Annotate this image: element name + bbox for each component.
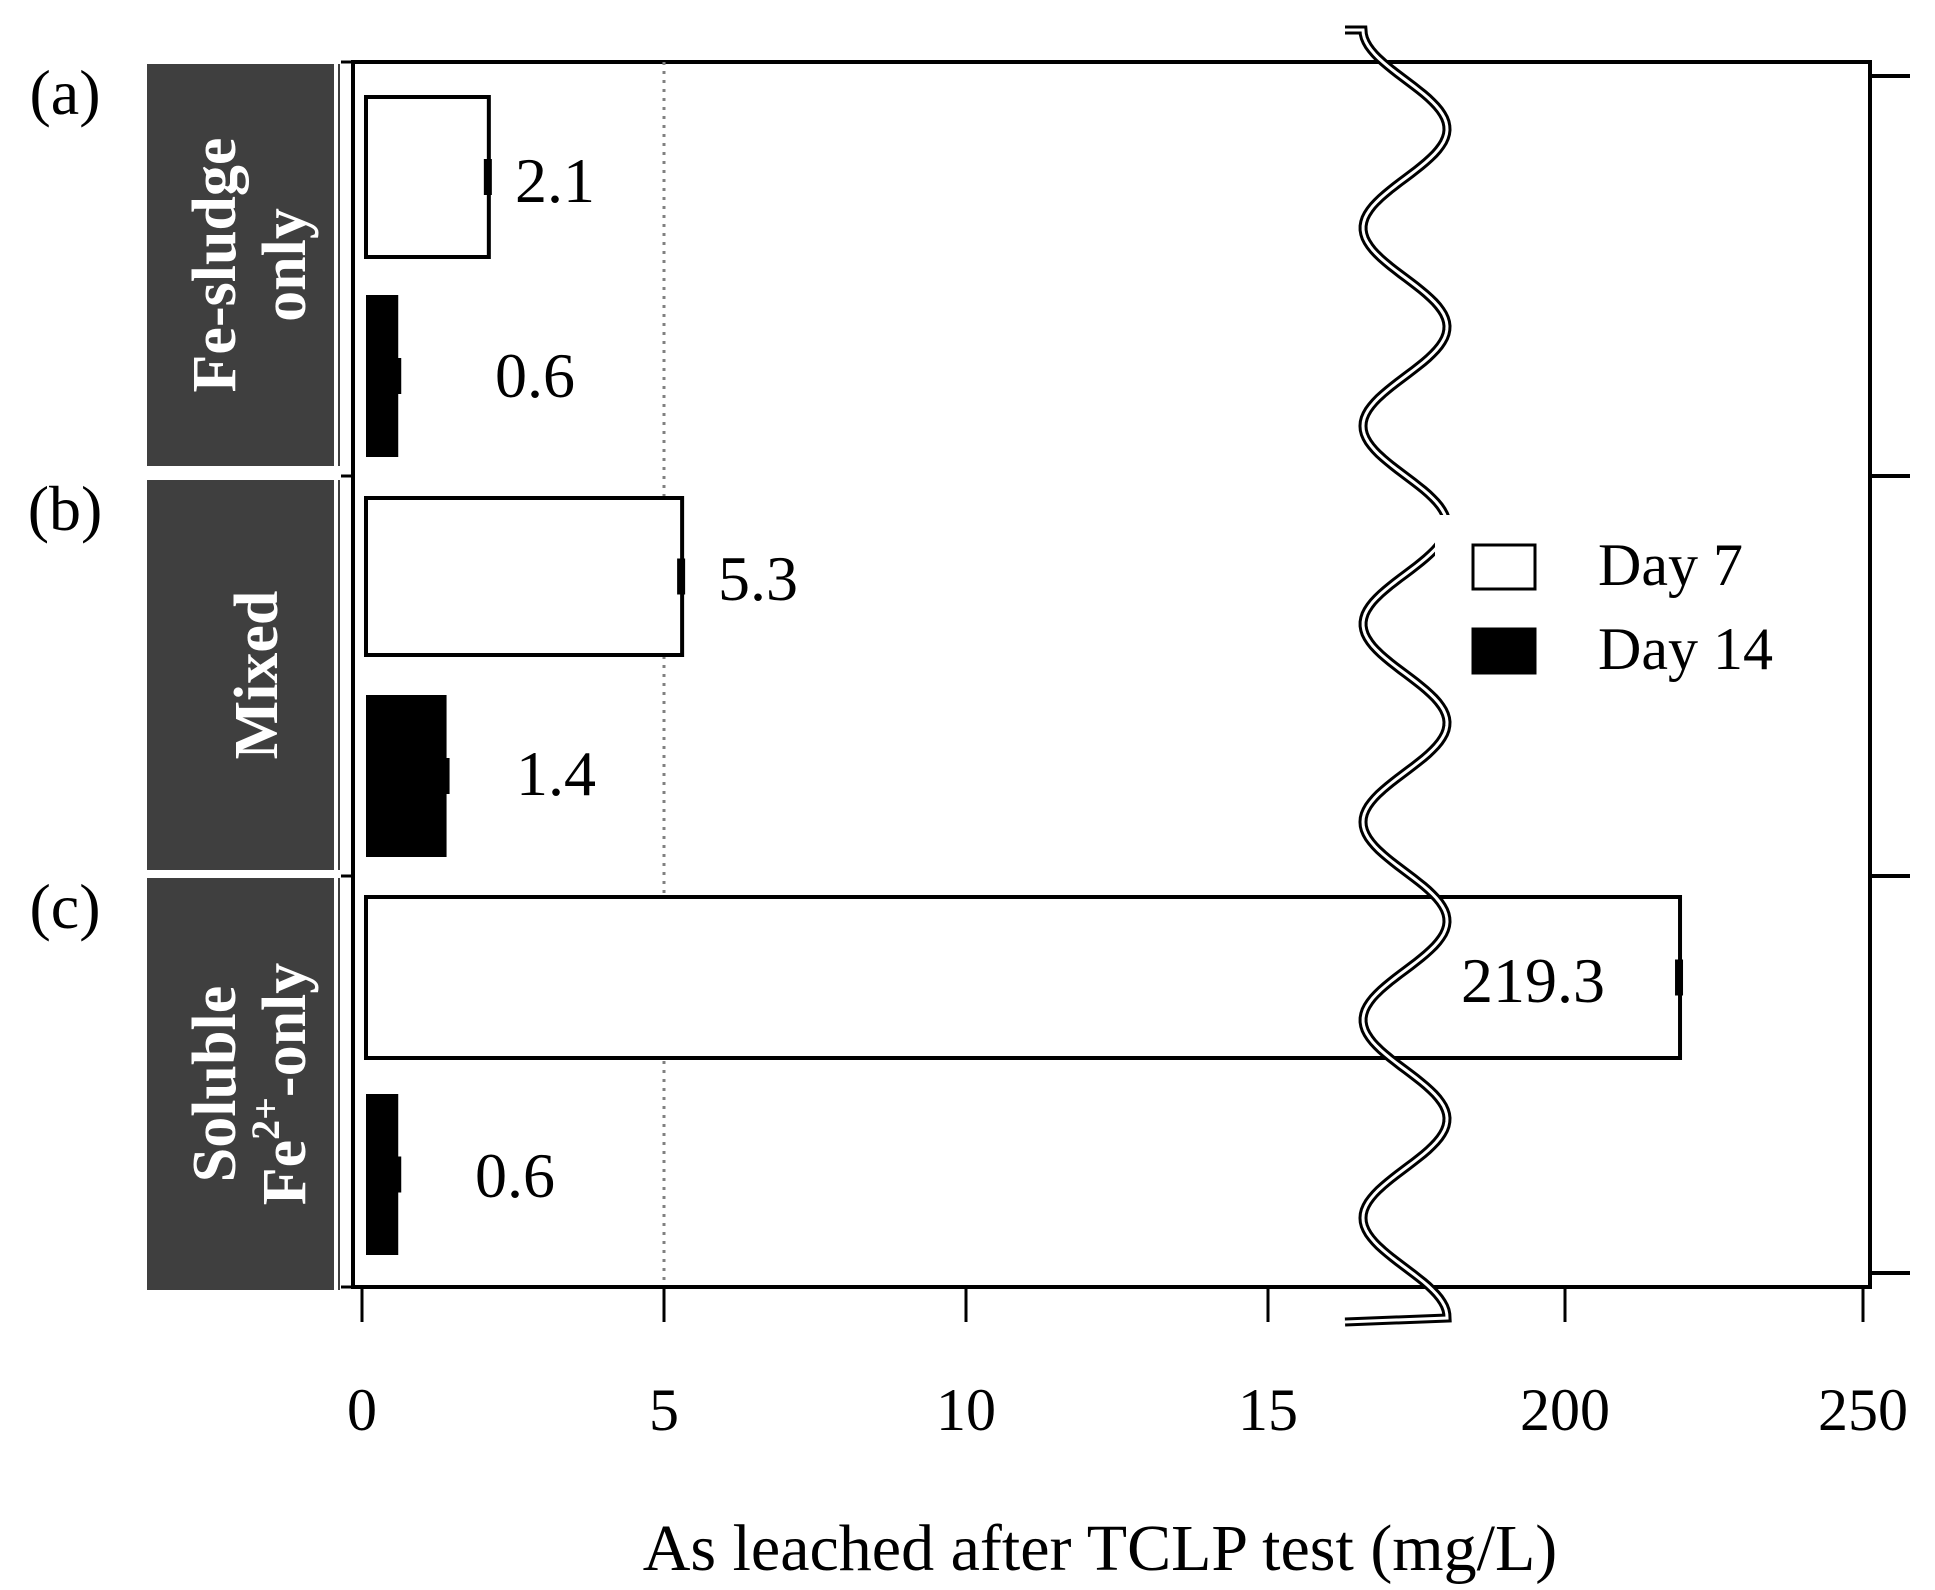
- bar-day7: [364, 895, 1683, 1060]
- x-tick-label: 15: [1238, 1377, 1298, 1443]
- legend-label: Day 7: [1598, 532, 1743, 598]
- group-label-line: Soluble: [181, 986, 249, 1182]
- legend-swatch-day14: [1471, 627, 1537, 675]
- x-axis: 0 5 10 15 200 250: [347, 1285, 1908, 1443]
- group-label-line: Fe-sludge: [181, 138, 249, 393]
- bar-day14: [366, 695, 447, 857]
- panel-label: (c): [29, 871, 100, 942]
- group-label-text: Mixed: [223, 591, 291, 760]
- group-label-text: SolubleFe2+-only: [181, 963, 319, 1206]
- data-label: 0.6: [495, 340, 575, 411]
- bar-day7: [364, 496, 685, 657]
- group-label-box: [147, 480, 340, 870]
- axis-break-outer: [1344, 25, 1452, 1327]
- panel-label: (b): [28, 473, 103, 544]
- data-label: 5.3: [718, 543, 798, 614]
- data-label: 2.1: [515, 145, 595, 216]
- legend: Day 7 Day 14: [1435, 515, 1775, 685]
- group-label-superscript: 2+: [243, 1097, 288, 1140]
- axis-break-inner: [1344, 28, 1449, 1324]
- legend-swatch-day7: [1471, 543, 1537, 591]
- group-label-text: Fe-sludgeonly: [181, 138, 319, 393]
- x-tick-label: 10: [936, 1377, 996, 1443]
- bar-day7: [364, 95, 491, 259]
- group-label-box: [147, 64, 340, 466]
- axis-break: [1344, 25, 1452, 1327]
- bar-day14: [366, 295, 399, 457]
- panel-label: (a): [29, 57, 100, 128]
- x-axis-label: As leached after TCLP test (mg/L): [643, 1512, 1558, 1585]
- bar-day14: [366, 1094, 399, 1255]
- group-label-line: only: [251, 208, 319, 322]
- legend-label: Day 14: [1598, 616, 1773, 682]
- x-tick-label: 0: [347, 1377, 377, 1443]
- group-label-box: [147, 878, 340, 1290]
- x-tick-label: 5: [649, 1377, 679, 1443]
- x-tick-label: 200: [1520, 1377, 1610, 1443]
- bars: 2.1 5.3 219.3 0.6 1.4 0.6: [364, 95, 1684, 1255]
- group-label-line: Mixed: [223, 591, 291, 760]
- data-label: 0.6: [475, 1140, 555, 1211]
- group-labels: Fe-sludgeonly Mixed SolubleFe2+-only: [147, 64, 340, 1290]
- data-label: 1.4: [516, 738, 596, 809]
- data-label: 219.3: [1461, 945, 1605, 1016]
- x-tick-label: 250: [1818, 1377, 1908, 1443]
- group-label-line: Fe: [251, 1140, 319, 1205]
- group-label-line: -only: [251, 963, 319, 1097]
